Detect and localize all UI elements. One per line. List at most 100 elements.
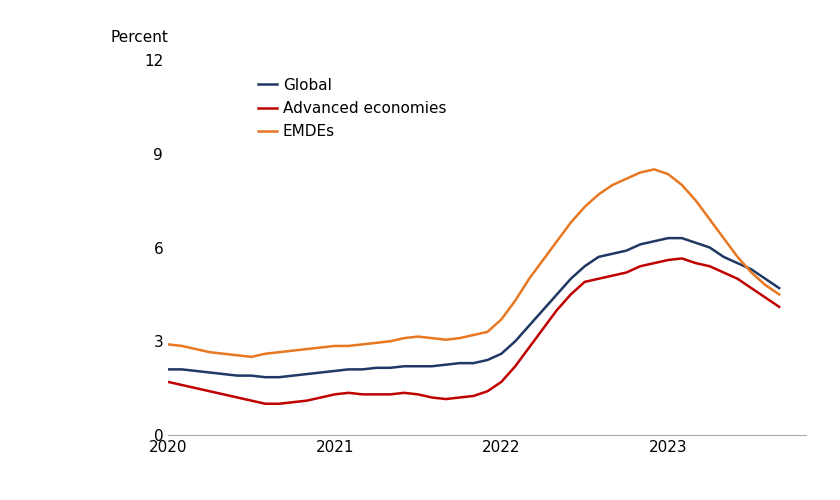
Advanced economies bbox=[454, 394, 465, 400]
Global bbox=[399, 363, 409, 369]
EMDEs bbox=[774, 292, 785, 298]
EMDEs bbox=[191, 346, 201, 352]
Global bbox=[371, 365, 381, 371]
EMDEs bbox=[705, 216, 715, 222]
Global bbox=[580, 263, 590, 269]
Advanced economies bbox=[566, 292, 576, 298]
EMDEs bbox=[469, 332, 479, 338]
Advanced economies bbox=[218, 392, 228, 398]
Advanced economies bbox=[358, 392, 368, 398]
Advanced economies bbox=[441, 396, 451, 402]
Advanced economies bbox=[635, 263, 645, 269]
Advanced economies bbox=[747, 285, 757, 291]
Global bbox=[427, 363, 437, 369]
EMDEs bbox=[358, 342, 368, 347]
EMDEs bbox=[218, 351, 228, 357]
Global bbox=[316, 370, 326, 376]
Global bbox=[747, 266, 757, 272]
EMDEs bbox=[163, 342, 173, 347]
Global bbox=[510, 338, 520, 344]
Global bbox=[482, 357, 492, 363]
Global bbox=[260, 374, 270, 380]
Advanced economies bbox=[594, 276, 604, 282]
Global bbox=[496, 351, 507, 357]
EMDEs bbox=[607, 182, 617, 188]
Advanced economies bbox=[607, 272, 617, 278]
EMDEs bbox=[538, 257, 548, 263]
Global bbox=[705, 244, 715, 250]
Global bbox=[288, 372, 298, 378]
EMDEs bbox=[454, 335, 465, 341]
Global bbox=[329, 368, 339, 374]
EMDEs bbox=[386, 338, 396, 344]
EMDEs bbox=[482, 329, 492, 335]
Advanced economies bbox=[760, 294, 770, 300]
Advanced economies bbox=[677, 256, 687, 262]
Advanced economies bbox=[191, 385, 201, 391]
Advanced economies bbox=[177, 382, 187, 388]
Advanced economies bbox=[205, 388, 215, 394]
Advanced economies bbox=[622, 270, 632, 276]
Advanced economies bbox=[288, 399, 298, 405]
Global bbox=[441, 362, 451, 368]
EMDEs bbox=[747, 270, 757, 276]
Global bbox=[344, 366, 354, 372]
Advanced economies bbox=[482, 388, 492, 394]
Global bbox=[163, 366, 173, 372]
Line: EMDEs: EMDEs bbox=[168, 170, 780, 357]
Advanced economies bbox=[469, 393, 479, 399]
Advanced economies bbox=[302, 398, 312, 404]
Advanced economies bbox=[552, 307, 562, 313]
Advanced economies bbox=[260, 401, 270, 407]
Global bbox=[649, 238, 659, 244]
Global bbox=[732, 260, 743, 266]
EMDEs bbox=[233, 352, 243, 358]
EMDEs bbox=[524, 276, 534, 282]
EMDEs bbox=[371, 340, 381, 346]
Global bbox=[246, 372, 256, 378]
Advanced economies bbox=[580, 279, 590, 285]
Advanced economies bbox=[774, 304, 785, 310]
EMDEs bbox=[205, 349, 215, 355]
Advanced economies bbox=[705, 263, 715, 269]
Advanced economies bbox=[246, 398, 256, 404]
EMDEs bbox=[566, 220, 576, 226]
Global bbox=[677, 235, 687, 241]
EMDEs bbox=[302, 346, 312, 352]
Advanced economies bbox=[413, 392, 423, 398]
Advanced economies bbox=[510, 363, 520, 369]
Global bbox=[663, 235, 673, 241]
EMDEs bbox=[274, 349, 284, 355]
Global bbox=[690, 240, 701, 246]
Advanced economies bbox=[649, 260, 659, 266]
Global bbox=[454, 360, 465, 366]
Global bbox=[205, 370, 215, 376]
Global bbox=[469, 360, 479, 366]
Advanced economies bbox=[274, 401, 284, 407]
Global bbox=[538, 307, 548, 313]
Advanced economies bbox=[329, 392, 339, 398]
EMDEs bbox=[594, 192, 604, 198]
Advanced economies bbox=[538, 326, 548, 332]
Text: Percent: Percent bbox=[110, 30, 168, 45]
Global bbox=[386, 365, 396, 371]
EMDEs bbox=[663, 171, 673, 177]
Global bbox=[607, 251, 617, 257]
Advanced economies bbox=[690, 260, 701, 266]
EMDEs bbox=[690, 198, 701, 203]
Global bbox=[760, 276, 770, 282]
Advanced economies bbox=[524, 344, 534, 350]
Global bbox=[566, 276, 576, 282]
Global bbox=[718, 254, 728, 260]
Global bbox=[218, 371, 228, 377]
EMDEs bbox=[677, 182, 687, 188]
EMDEs bbox=[399, 335, 409, 341]
EMDEs bbox=[580, 204, 590, 210]
Global bbox=[274, 374, 284, 380]
Advanced economies bbox=[732, 276, 743, 282]
EMDEs bbox=[427, 335, 437, 341]
Global bbox=[635, 242, 645, 248]
Global bbox=[594, 254, 604, 260]
Advanced economies bbox=[399, 390, 409, 396]
EMDEs bbox=[177, 343, 187, 349]
